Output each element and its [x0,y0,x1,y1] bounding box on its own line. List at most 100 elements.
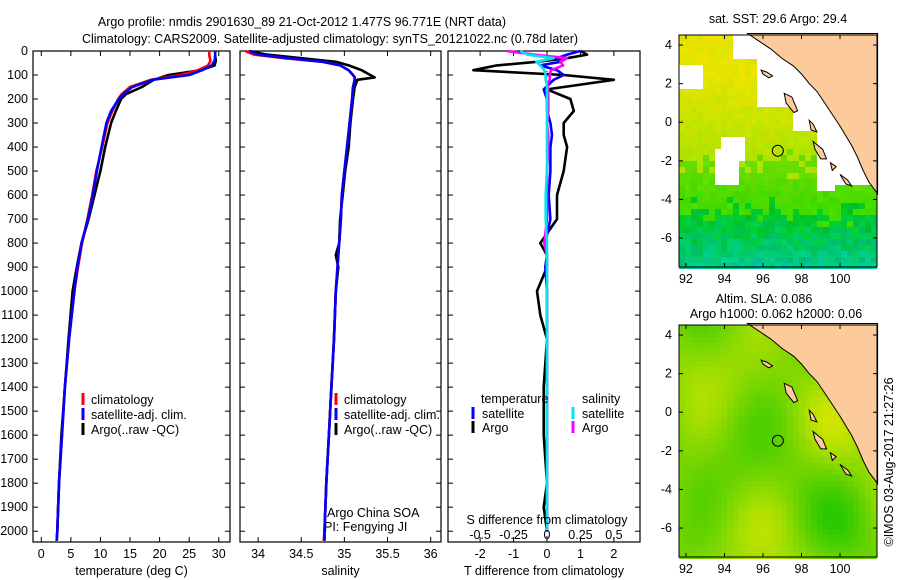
map-cell [697,493,703,499]
map-cell [691,173,697,179]
map-cell [829,469,835,475]
map-cell [847,499,853,505]
map-cell [697,439,703,445]
map-cell [739,203,745,209]
map-cell [721,257,727,263]
map-cell [739,397,745,403]
map-cell [733,445,739,451]
map-cell [787,451,793,457]
map-cell [739,439,745,445]
map-cell [715,511,721,517]
map-cell [721,131,727,137]
map-cell [733,535,739,541]
map-cell [679,361,685,367]
map-cell [793,131,799,137]
map-cell [709,355,715,361]
map-cell [829,209,835,215]
series-line-satellite-adj-clim- [248,49,357,541]
map-cell [757,137,763,143]
map-cell [679,367,685,373]
map-cell [709,53,715,59]
map-cell [745,221,751,227]
map-cell [823,251,829,257]
map-cell [865,263,871,269]
map-cell [817,203,823,209]
map-lat-label: 0 [665,405,672,419]
map-cell [805,499,811,505]
map-cell [787,143,793,149]
map-cell [739,361,745,367]
map-cell [781,257,787,263]
map-cell [739,547,745,553]
plot-frame [447,50,641,543]
map-cell [871,499,877,505]
map-cell [757,475,763,481]
map-cell [703,215,709,221]
map-cell [751,397,757,403]
map-cell [739,179,745,185]
map-cell [691,361,697,367]
map-cell [787,245,793,251]
map-cell [751,263,757,269]
map-cell [745,547,751,553]
map-cell [757,251,763,257]
map-cell [697,41,703,47]
map-cell [697,107,703,113]
map-cell [727,511,733,517]
map-cell [799,469,805,475]
map-cell [847,457,853,463]
map-cell [751,101,757,107]
map-cell [703,95,709,101]
map-cell [817,529,823,535]
map-cell [721,475,727,481]
map-cell [709,227,715,233]
map-cell [715,343,721,349]
map-cell [679,137,685,143]
map-cell [697,119,703,125]
map-cell [739,161,745,167]
map-cell [715,331,721,337]
map-cell [769,221,775,227]
map-cell [739,475,745,481]
map-cell [835,227,841,233]
map-cell [709,475,715,481]
map-cell [859,469,865,475]
map-cell [841,457,847,463]
map-cell [751,209,757,215]
map-cell [703,107,709,113]
map-cell [793,391,799,397]
map-cell [793,523,799,529]
map-cell [721,47,727,53]
map-cell [775,379,781,385]
map-cell [787,403,793,409]
map-cell [691,59,697,65]
map-cell [715,233,721,239]
map-cell [853,475,859,481]
map-cell [829,517,835,523]
map-cell [727,331,733,337]
map-cell [715,113,721,119]
map-cell [703,445,709,451]
map-cell [739,325,745,331]
map-cell [757,143,763,149]
map-cell [751,167,757,173]
map-cell [763,553,769,559]
map-cell [769,523,775,529]
map-cell [721,541,727,547]
map-cell [679,391,685,397]
map-cell [685,59,691,65]
map-cell [709,367,715,373]
map-cell [679,415,685,421]
map-cell [727,421,733,427]
map-cell [745,403,751,409]
map-cell [799,149,805,155]
map-cell [703,487,709,493]
map-cell [751,361,757,367]
map-cell [775,343,781,349]
map-cell [745,349,751,355]
map-cell [685,469,691,475]
map-cell [805,403,811,409]
map-cell [757,379,763,385]
map-cell [793,493,799,499]
map-cell [697,131,703,137]
